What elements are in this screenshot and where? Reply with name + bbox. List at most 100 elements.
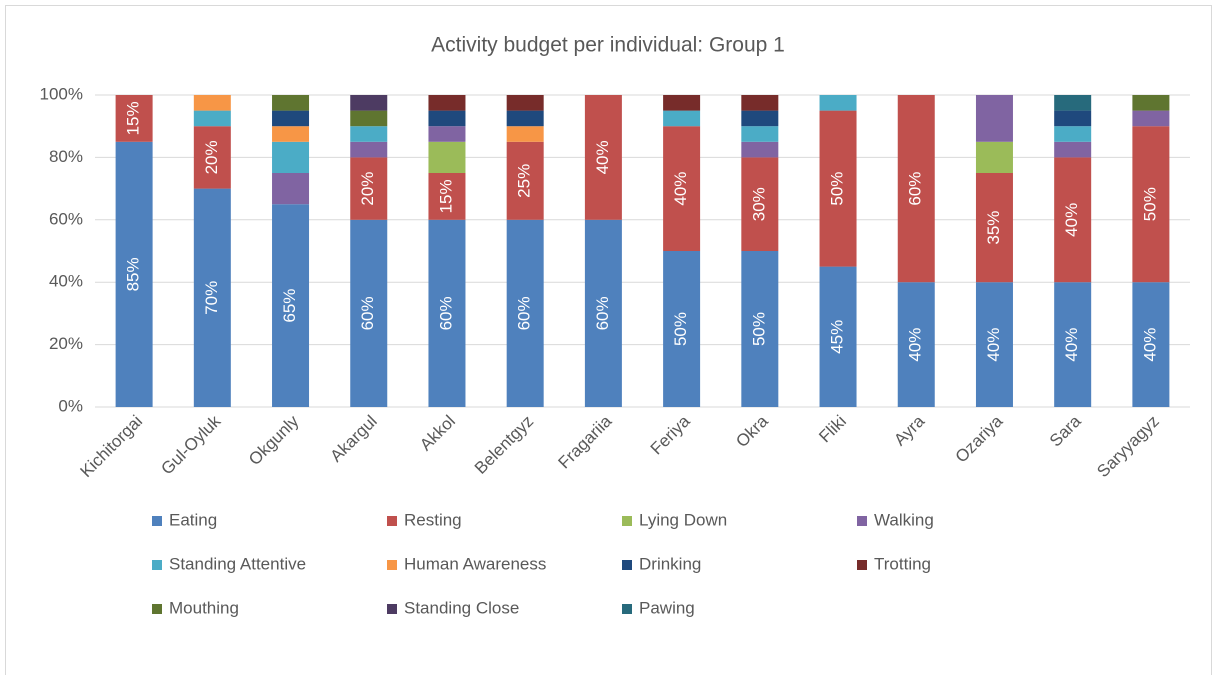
bar-segment (663, 251, 701, 407)
bar-segment (741, 157, 779, 251)
data-label: 45% (828, 320, 847, 354)
bar-segment (272, 204, 310, 407)
bar-segment (428, 126, 466, 142)
bar-segment (975, 173, 1013, 283)
bar-segment (1132, 126, 1170, 283)
bar-segment (272, 141, 310, 173)
bar-segment (272, 173, 310, 205)
legend-swatch (387, 560, 397, 570)
data-label: 60% (593, 296, 612, 330)
data-label: 40% (671, 172, 690, 206)
bar-segment (115, 95, 153, 142)
legend-swatch (387, 516, 397, 526)
bar-segment (350, 110, 388, 127)
bar-segment (1054, 126, 1092, 142)
bar-segment (584, 95, 622, 220)
data-label: 35% (984, 211, 1003, 245)
legend-swatch (622, 604, 632, 614)
data-label: 40% (1062, 328, 1081, 362)
legend-label: Lying Down (639, 510, 727, 529)
data-label: 15% (124, 101, 143, 135)
legend-swatch (857, 516, 867, 526)
bar-segment (819, 95, 857, 111)
bar-segment (506, 126, 544, 142)
bar-segment (115, 141, 153, 408)
bar-segment (1054, 95, 1092, 111)
bar-segment (1054, 141, 1092, 158)
legend-label: Resting (404, 510, 462, 529)
legend-label: Standing Close (404, 598, 519, 617)
legend-label: Standing Attentive (169, 554, 306, 573)
bar-segment (741, 251, 779, 407)
legend-label: Trotting (874, 554, 931, 573)
bar-segment (428, 141, 466, 173)
bar-segment (193, 126, 231, 189)
legend-label: Drinking (639, 554, 701, 573)
data-label: 60% (906, 172, 925, 206)
bar-segment (428, 173, 466, 220)
y-tick-label: 80% (49, 147, 83, 166)
bar-segment (350, 157, 388, 220)
bar-segment (975, 95, 1013, 142)
bar-segment (272, 95, 310, 111)
bar-segment (506, 95, 544, 111)
data-label: 65% (280, 289, 299, 323)
data-label: 20% (358, 172, 377, 206)
data-label: 50% (828, 172, 847, 206)
bar-segment (1054, 157, 1092, 283)
bar-segment (272, 126, 310, 142)
bar-segment (193, 188, 231, 407)
data-label: 20% (202, 140, 221, 174)
bar-segment (741, 95, 779, 111)
bar-segment (663, 95, 701, 111)
data-label: 40% (984, 328, 1003, 362)
legend-swatch (152, 560, 162, 570)
data-label: 60% (358, 296, 377, 330)
y-tick-label: 60% (49, 209, 83, 228)
y-tick-label: 100% (40, 84, 83, 103)
bar-segment (1132, 110, 1170, 127)
data-label: 50% (671, 312, 690, 346)
bar-segment (663, 110, 701, 127)
data-label: 85% (124, 257, 143, 291)
data-label: 15% (436, 179, 455, 213)
bar-segment (506, 110, 544, 127)
bar-segment (975, 282, 1013, 407)
data-label: 50% (749, 312, 768, 346)
data-label: 40% (1062, 203, 1081, 237)
legend-swatch (387, 604, 397, 614)
bar-segment (663, 126, 701, 251)
data-label: 50% (1140, 187, 1159, 221)
data-label: 70% (202, 281, 221, 315)
legend-swatch (152, 604, 162, 614)
legend-label: Human Awareness (404, 554, 546, 573)
bar-segment (350, 219, 388, 407)
bar-segment (193, 95, 231, 111)
data-label: 60% (436, 296, 455, 330)
bar-segment (897, 282, 935, 407)
legend-label: Mouthing (169, 598, 239, 617)
bar-segment (975, 141, 1013, 173)
bar-segment (428, 95, 466, 111)
y-tick-label: 20% (49, 334, 83, 353)
bar-segment (272, 110, 310, 127)
data-label: 25% (515, 164, 534, 198)
legend-swatch (622, 560, 632, 570)
chart-title: Activity budget per individual: Group 1 (431, 34, 785, 57)
bar-segment (741, 126, 779, 142)
data-label: 40% (906, 328, 925, 362)
bar-segment (350, 126, 388, 142)
legend-swatch (857, 560, 867, 570)
bar-segment (741, 110, 779, 127)
bar-segment (897, 95, 935, 283)
y-tick-label: 40% (49, 272, 83, 291)
bar-segment (1054, 110, 1092, 127)
bar-segment (350, 141, 388, 158)
y-tick-label: 0% (58, 396, 83, 415)
bar-segment (428, 110, 466, 127)
data-label: 30% (749, 187, 768, 221)
bar-segment (1132, 95, 1170, 111)
bar-segment (819, 110, 857, 267)
data-label: 40% (593, 140, 612, 174)
